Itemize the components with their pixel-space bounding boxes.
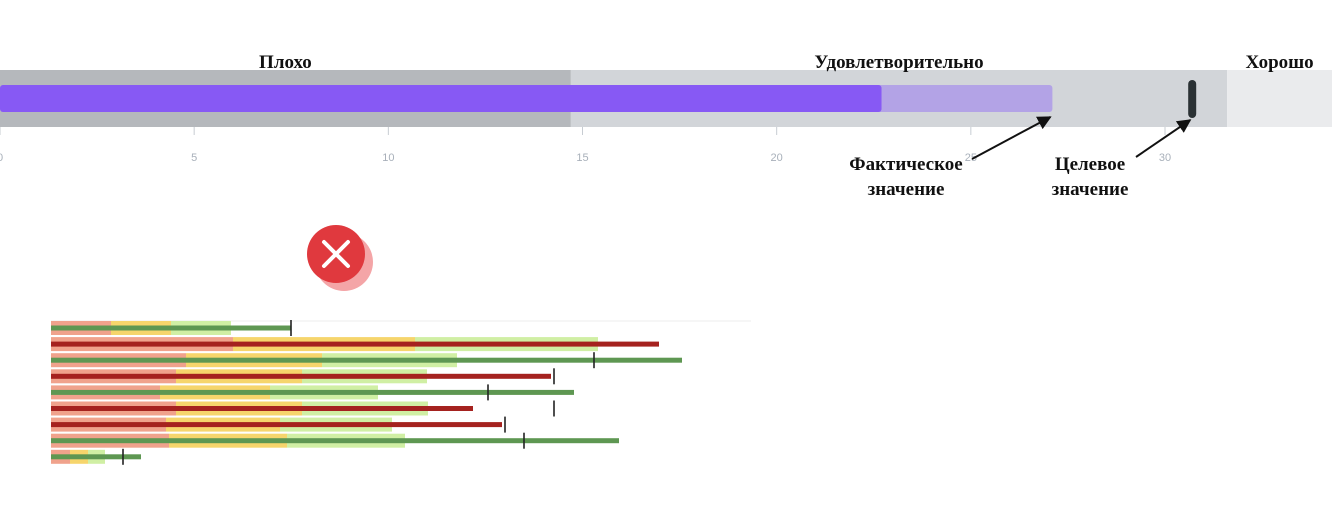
target-marker <box>1188 80 1197 118</box>
x-tick-label: 15 <box>576 152 588 164</box>
annotation: Целевое <box>1055 154 1125 175</box>
annotation: Фактическое <box>849 154 963 175</box>
annotation: значение <box>1052 179 1129 200</box>
measure-bar <box>51 406 473 411</box>
x-tick-label: 25 <box>965 152 977 164</box>
measure-bar <box>51 357 682 363</box>
range-label: Удовлетворительно <box>814 52 983 73</box>
measure-bar <box>0 85 882 112</box>
x-tick-label: 10 <box>382 152 394 164</box>
measure-bar <box>51 325 291 331</box>
annotation: значение <box>868 179 945 200</box>
range-label: Плохо <box>259 52 312 73</box>
range-band <box>1227 70 1332 127</box>
measure-bar <box>51 373 551 379</box>
x-tick-label: 30 <box>1159 152 1171 164</box>
range-label: Хорошо <box>1245 52 1313 73</box>
measure-bar <box>51 422 502 428</box>
measure-bar <box>51 454 141 460</box>
x-tick-label: 0 <box>0 152 3 164</box>
x-tick-label: 5 <box>191 152 197 164</box>
measure-bar <box>51 341 659 347</box>
measure-bar <box>51 389 574 395</box>
x-tick-label: 20 <box>771 152 783 164</box>
annotation-arrow <box>1135 119 1192 158</box>
annotation-arrow <box>971 116 1052 160</box>
error-icon <box>307 225 373 291</box>
measure-bar <box>51 438 619 444</box>
